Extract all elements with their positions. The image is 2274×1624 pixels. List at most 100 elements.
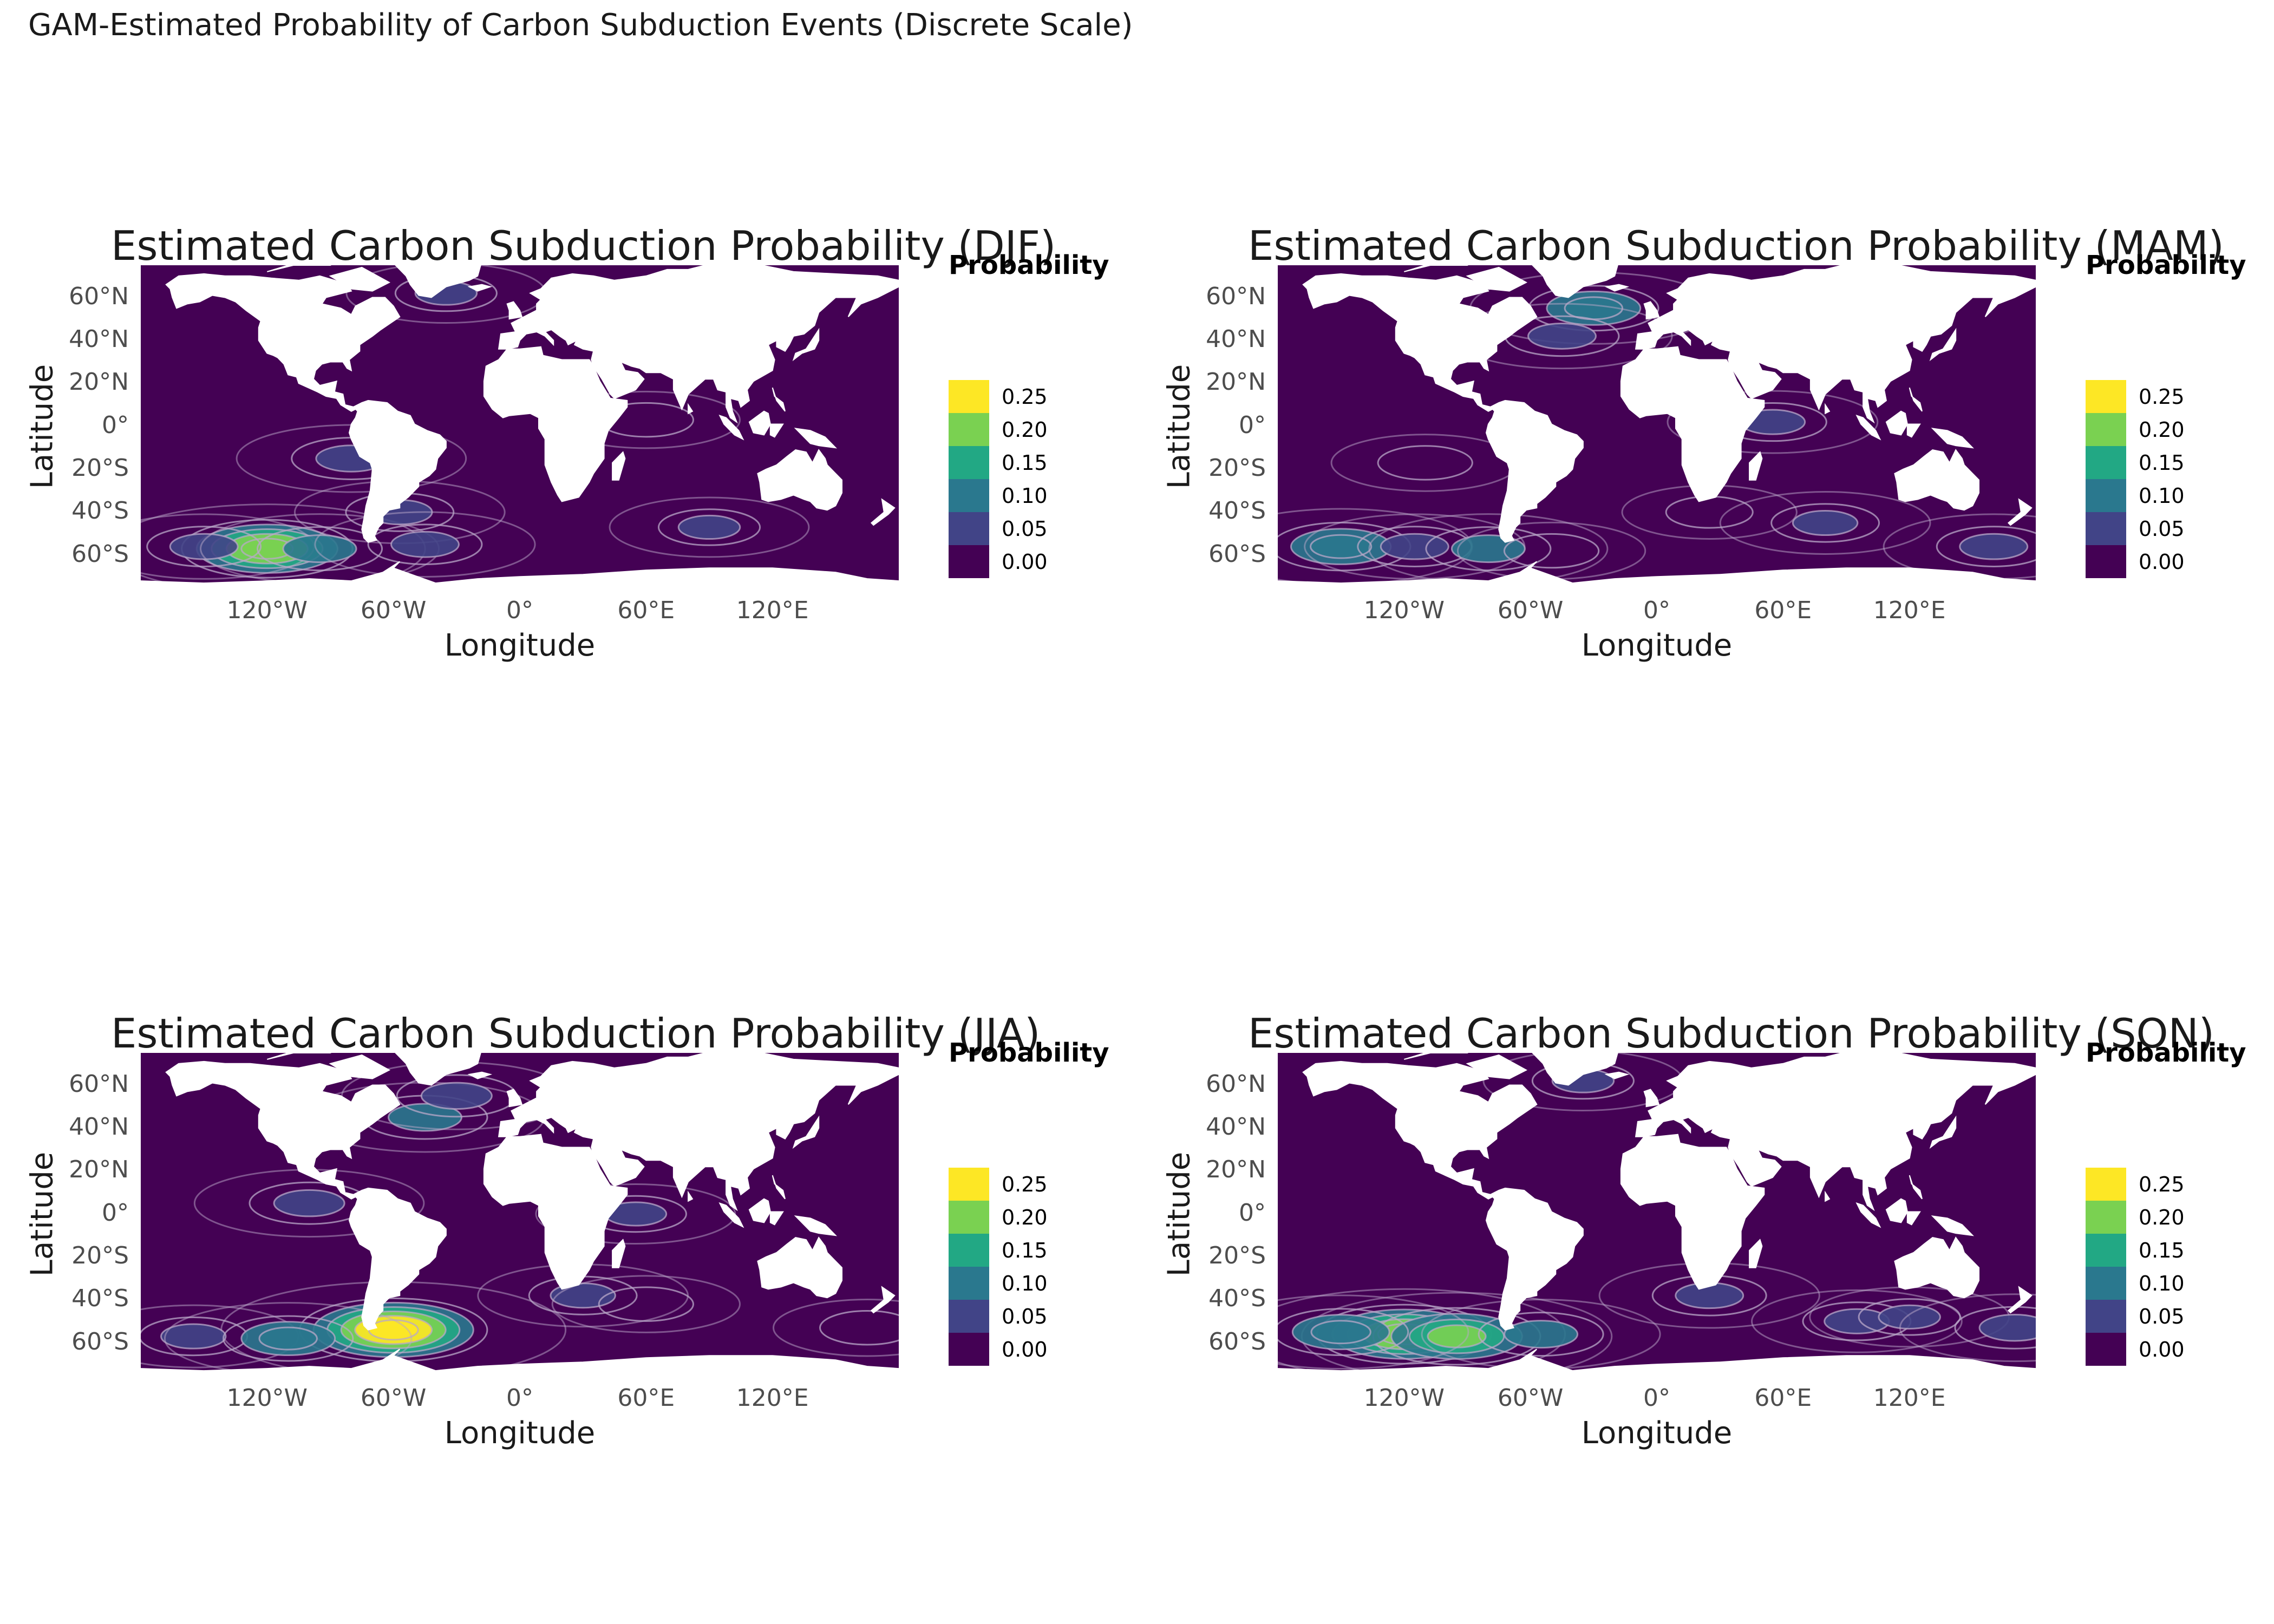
x-tick-label: 120°E (1873, 597, 1946, 624)
land-uk (506, 1089, 523, 1108)
land-madagascar (612, 451, 626, 481)
legend-swatch (949, 1168, 989, 1201)
legend-swatch (949, 1267, 989, 1300)
land-new-guinea (1931, 1215, 1975, 1236)
probability-hotspot (551, 1275, 741, 1333)
land-sri-lanka (1825, 1190, 1831, 1202)
y-tick-label: 20°N (69, 368, 129, 396)
panel-title: Estimated Carbon Subduction Probability … (111, 1010, 1041, 1057)
land-north-america (1302, 273, 1538, 412)
legend-label: 0.25 (1002, 1173, 1048, 1196)
probability-hotspot (1719, 491, 1931, 555)
map-svg (1278, 1053, 2036, 1375)
y-tick-label: 60°S (71, 540, 129, 568)
x-axis-label: Longitude (1581, 628, 1733, 663)
land-sumatra (718, 1202, 744, 1228)
x-axis-label: Longitude (1581, 1416, 1733, 1451)
map-svg (1278, 265, 2036, 587)
probability-hotspot (220, 1281, 567, 1375)
legend-label: 0.25 (2139, 1173, 2185, 1196)
land-philippines (1909, 387, 1923, 412)
probability-hotspot (1278, 1294, 1469, 1370)
legend-swatch (2086, 1234, 2126, 1267)
legend-label: 0.10 (2139, 1272, 2185, 1295)
legend-swatch (949, 1201, 989, 1234)
land-north-america (165, 1060, 401, 1200)
legend-label: 0.15 (1002, 1239, 1048, 1262)
legend-label: 0.20 (1002, 418, 1048, 442)
y-axis-label: Latitude (24, 1151, 60, 1277)
x-tick-label: 120°E (736, 597, 809, 624)
legend-label: 0.25 (1002, 385, 1048, 409)
land-new-zealand (2007, 498, 2033, 526)
land-north-america (1302, 1060, 1538, 1200)
land-iceland (467, 1071, 493, 1079)
panel-title: Estimated Carbon Subduction Probability … (111, 222, 1056, 270)
legend-title: Probability (2086, 1038, 2246, 1068)
y-tick-label: 60°N (1206, 282, 1266, 310)
land-arctic-islands (1404, 265, 1469, 272)
y-tick-label: 60°N (69, 282, 129, 310)
legend-label: 0.10 (1002, 1272, 1048, 1295)
legend-swatch (949, 446, 989, 479)
legend-swatch (2086, 446, 2126, 479)
land-arctic-islands (1404, 1053, 1469, 1060)
y-tick-label: 40°S (1208, 1285, 1266, 1313)
x-tick-label: 120°W (1363, 1384, 1445, 1412)
land-japan (1929, 1115, 1957, 1149)
y-tick-label: 0° (102, 1199, 129, 1227)
legend-label: 0.10 (1002, 484, 1048, 508)
legend-swatch (2086, 1168, 2126, 1201)
x-tick-label: 60°W (1497, 1384, 1564, 1412)
legend-title: Probability (949, 1038, 1109, 1068)
x-tick-label: 60°W (1497, 597, 1564, 624)
y-tick-label: 20°S (71, 454, 129, 482)
land-sri-lanka (1825, 403, 1831, 415)
land-eurasia (1635, 265, 2036, 424)
land-sri-lanka (688, 1190, 694, 1202)
x-tick-label: 60°E (617, 1384, 675, 1412)
map-svg (141, 265, 899, 587)
land-north-america (165, 273, 401, 412)
land-uk (506, 301, 523, 320)
land-new-zealand (870, 1286, 896, 1314)
legend-label: 0.20 (2139, 1206, 2185, 1229)
land-antarctica (1278, 561, 2036, 587)
y-tick-label: 60°N (69, 1070, 129, 1098)
land-philippines (772, 387, 786, 412)
land-south-america (348, 1187, 447, 1331)
land-africa (483, 346, 628, 502)
land-south-america (1485, 400, 1584, 543)
land-sumatra (1855, 1202, 1881, 1228)
legend-label: 0.05 (1002, 517, 1048, 541)
x-tick-label: 120°E (736, 1384, 809, 1412)
probability-hotspot (609, 496, 810, 558)
y-tick-label: 40°S (1208, 497, 1266, 525)
legend-swatch (2086, 1300, 2126, 1333)
legend-swatch (949, 512, 989, 545)
land-new-guinea (794, 1215, 838, 1236)
land-madagascar (1749, 1239, 1763, 1268)
land-iceland (1604, 1071, 1630, 1079)
legend-swatch (949, 380, 989, 413)
map-plot-area (1278, 265, 2036, 587)
legend-label: 0.05 (2139, 517, 2185, 541)
y-tick-label: 40°S (71, 1285, 129, 1313)
land-sulawesi (769, 423, 784, 438)
x-tick-label: 0° (1643, 1384, 1670, 1412)
x-tick-label: 60°E (617, 597, 675, 624)
x-tick-label: 120°W (1363, 597, 1445, 624)
legend-label: 0.05 (1002, 1305, 1048, 1328)
x-tick-label: 0° (506, 597, 533, 624)
y-tick-label: 40°N (1206, 325, 1266, 353)
legend-label: 0.15 (2139, 1239, 2185, 1262)
y-tick-label: 40°N (69, 1112, 129, 1141)
legend-label: 0.20 (1002, 1206, 1048, 1229)
land-madagascar (1749, 451, 1763, 481)
y-tick-label: 0° (1239, 411, 1266, 439)
map-panel: Estimated Carbon Subduction Probability … (1137, 999, 2246, 1540)
land-japan (792, 328, 820, 362)
land-eurasia (498, 1053, 899, 1212)
legend-title: Probability (2086, 250, 2246, 280)
map-panel: Estimated Carbon Subduction Probability … (1137, 211, 2246, 752)
